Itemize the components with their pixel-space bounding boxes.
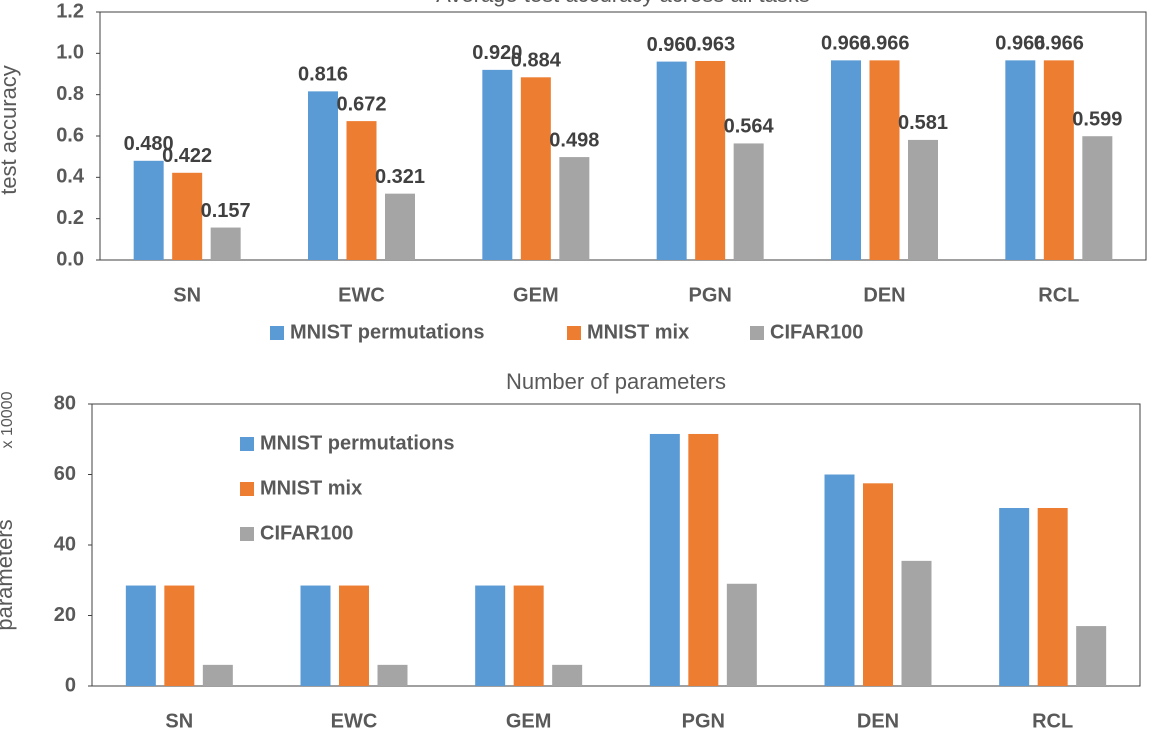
y-tick-label: 20: [54, 604, 76, 626]
value-label: 0.966: [995, 33, 1045, 55]
legend-label: CIFAR100: [770, 321, 863, 343]
legend-label: MNIST permutations: [290, 321, 484, 343]
bar: [559, 157, 590, 260]
bar: [210, 227, 241, 260]
bar: [339, 585, 369, 686]
bar: [726, 583, 757, 686]
value-label: 0.599: [1072, 108, 1122, 130]
x-tick-label: SN: [165, 710, 193, 731]
legend-swatch: [270, 326, 284, 340]
x-tick-label: GEM: [506, 710, 552, 731]
y-tick-label: 1.2: [56, 0, 84, 22]
y-tick-label: 60: [54, 463, 76, 485]
bar: [385, 193, 415, 260]
x-tick-label: EWC: [331, 710, 378, 731]
bar: [1037, 507, 1068, 686]
bar: [125, 585, 156, 686]
bar: [482, 69, 513, 260]
y-tick-label: 0.0: [56, 248, 84, 270]
y-tick-label: 0.2: [56, 207, 84, 229]
bar: [520, 77, 551, 260]
x-tick-label: PGN: [688, 284, 731, 306]
bar: [346, 121, 377, 261]
y-axis-multiplier: x 10000: [0, 391, 16, 448]
value-label: 0.966: [859, 33, 909, 55]
value-label: 0.966: [821, 33, 871, 55]
x-tick-label: DEN: [857, 710, 899, 731]
y-tick-label: 0.8: [56, 83, 84, 105]
y-tick-label: 0: [65, 674, 76, 696]
bar: [513, 585, 544, 686]
x-tick-label: EWC: [338, 284, 385, 306]
bar: [552, 664, 583, 686]
value-label: 0.498: [549, 129, 599, 151]
bar: [1005, 60, 1036, 260]
value-label: 0.672: [336, 93, 386, 115]
legend-swatch: [240, 482, 254, 496]
bar: [1043, 60, 1074, 260]
bar: [831, 60, 861, 260]
bar: [133, 160, 164, 260]
bar: [656, 61, 687, 260]
bar: [172, 172, 203, 260]
value-label: 0.480: [124, 133, 174, 155]
bar: [869, 60, 900, 260]
y-tick-label: 80: [54, 392, 76, 414]
chart-title: Average test accuracy across all tasks: [436, 0, 810, 7]
value-label: 0.157: [201, 200, 251, 222]
legend-label: CIFAR100: [260, 522, 353, 544]
bar: [824, 474, 855, 686]
y-tick-label: 0.4: [56, 166, 85, 188]
value-label: 0.960: [647, 34, 697, 56]
value-label: 0.963: [685, 33, 735, 55]
bar: [377, 664, 408, 686]
value-label: 0.564: [724, 116, 775, 138]
x-tick-label: RCL: [1032, 710, 1073, 731]
x-tick-label: GEM: [513, 284, 559, 306]
legend-label: MNIST permutations: [260, 432, 454, 454]
legend-label: MNIST mix: [587, 321, 689, 343]
bar: [1082, 136, 1113, 260]
legend-swatch: [750, 326, 764, 340]
value-label: 0.321: [375, 166, 425, 188]
bar: [999, 507, 1030, 686]
value-label: 0.884: [511, 50, 562, 72]
x-tick-label: DEN: [863, 284, 905, 306]
y-tick-label: 1.0: [56, 42, 84, 64]
bar: [300, 585, 331, 686]
value-label: 0.966: [1034, 33, 1084, 55]
value-label: 0.816: [298, 64, 348, 86]
bar: [863, 483, 893, 686]
bar: [475, 585, 506, 686]
y-tick-label: 40: [54, 533, 76, 555]
bar: [308, 91, 338, 260]
bar: [695, 60, 726, 261]
value-label: 0.581: [898, 112, 948, 134]
legend-swatch: [240, 527, 254, 541]
plot-frame: [99, 11, 1147, 261]
y-axis-label: parameters: [0, 519, 17, 630]
legend-swatch: [567, 326, 581, 340]
bar: [901, 560, 932, 686]
bar: [688, 433, 719, 686]
value-label: 0.920: [472, 42, 522, 64]
legend-swatch: [240, 437, 254, 451]
bar: [649, 433, 680, 686]
legend-label: MNIST mix: [260, 477, 362, 499]
y-tick-label: 0.6: [56, 124, 84, 146]
x-tick-label: SN: [173, 284, 201, 306]
x-tick-label: RCL: [1038, 284, 1079, 306]
bar: [1076, 626, 1107, 686]
bar: [908, 139, 938, 260]
bar: [733, 143, 764, 260]
y-axis-label: test accuracy: [0, 65, 21, 195]
bar: [164, 585, 195, 686]
chart-title: Number of parameters: [506, 369, 726, 394]
x-tick-label: PGN: [682, 710, 725, 731]
value-label: 0.422: [162, 145, 212, 167]
bar: [202, 664, 233, 686]
